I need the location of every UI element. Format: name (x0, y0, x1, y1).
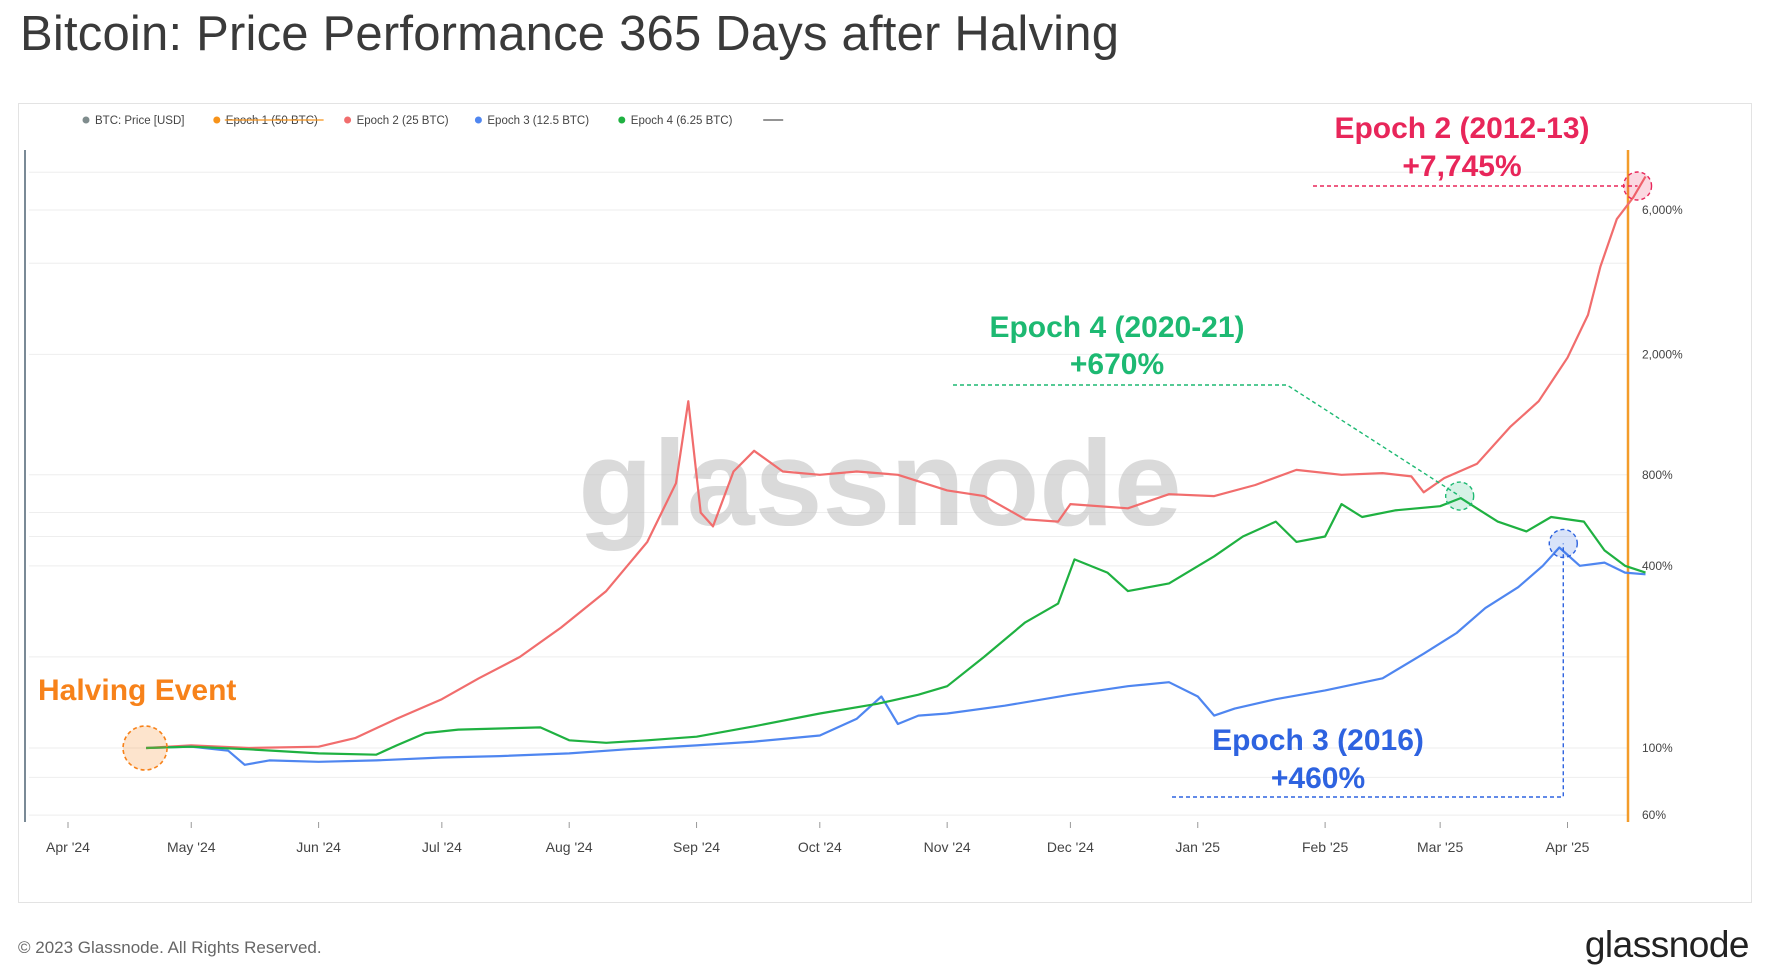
x-tick-label: May '24 (167, 839, 216, 855)
legend-swatch (82, 116, 90, 124)
legend-swatch (474, 116, 482, 124)
annotation-layer: Halving Event Epoch 2 (2012-13) +7,745% Epo… (38, 112, 1653, 798)
legend-label: Epoch 3 (12.5 BTC) (487, 115, 589, 127)
epoch3-leader-line (1172, 543, 1564, 798)
x-tick-label: Nov '24 (924, 839, 971, 855)
y-tick-label: 400% (1642, 559, 1673, 573)
grid-layer (29, 171, 1628, 816)
watermark-glassnode: glassnode (578, 415, 1181, 551)
chart-title: Bitcoin: Price Performance 365 Days afte… (20, 7, 1120, 61)
y-tick-label: 2,000% (1642, 347, 1683, 361)
epoch4-marker (1444, 481, 1475, 511)
y-tick-label: 100% (1642, 741, 1673, 755)
legend-swatch (618, 116, 626, 124)
series-line-epoch-4 (146, 497, 1646, 756)
halving-event-marker (122, 725, 168, 771)
x-tick-label: Feb '25 (1302, 839, 1348, 855)
epoch3-label-title: Epoch 3 (2016) (1212, 724, 1424, 757)
axis-layer: 6,000% 2,000% 800% 400% 100% 60% Apr '24 May '2… (24, 150, 1683, 855)
epoch2-label-title: Epoch 2 (2012-13) (1334, 112, 1589, 145)
series-line-epoch-2 (146, 175, 1647, 750)
legend-item[interactable]: Epoch 4 (6.25 BTC) (618, 115, 733, 127)
x-tick-label: Jul '24 (422, 839, 462, 855)
chart-frame (18, 103, 1752, 903)
legend-swatch (344, 116, 352, 124)
halving-event-label: Halving Event (38, 674, 236, 707)
legend-item[interactable]: Epoch 1 (50 BTC) (213, 115, 324, 127)
legend-label: BTC: Price [USD] (95, 115, 184, 127)
glassnode-logo: glassnode (1584, 924, 1750, 965)
legend-label: Epoch 1 (50 BTC) (226, 115, 318, 127)
epoch3-label-value: +460% (1271, 762, 1365, 795)
series-layer (146, 175, 1647, 766)
legend-item[interactable]: BTC: Price [USD] (82, 115, 185, 127)
x-tick-label: Aug '24 (546, 839, 593, 855)
epoch2-label-value: +7,745% (1402, 150, 1521, 183)
legend-label: Epoch 2 (25 BTC) (357, 115, 449, 127)
x-tick-label: Jan '25 (1175, 839, 1220, 855)
x-tick-label: Sep '24 (673, 839, 720, 855)
x-tick-label: Apr '25 (1546, 839, 1590, 855)
epoch4-leader-line (953, 384, 1461, 497)
epoch3-marker (1548, 528, 1578, 559)
legend-item[interactable]: Epoch 2 (25 BTC) (344, 115, 449, 127)
x-tick-label: Dec '24 (1047, 839, 1094, 855)
x-tick-label: Oct '24 (798, 839, 842, 855)
x-tick-label: Mar '25 (1417, 839, 1463, 855)
x-tick-label: Apr '24 (46, 839, 90, 855)
y-tick-label: 6,000% (1642, 203, 1683, 217)
legend-label: Epoch 4 (6.25 BTC) (631, 115, 733, 127)
epoch4-label-title: Epoch 4 (2020-21) (989, 311, 1244, 344)
legend-swatch (213, 116, 221, 124)
legend-item[interactable]: Epoch 3 (12.5 BTC) (474, 115, 589, 127)
epoch2-marker (1622, 171, 1653, 201)
legend[interactable]: BTC: Price [USD] Epoch 1 (50 BTC) Epoch 2 … (82, 115, 784, 127)
epoch4-label-value: +670% (1070, 348, 1164, 381)
y-tick-label: 60% (1642, 808, 1666, 822)
y-tick-label: 800% (1642, 468, 1673, 482)
copyright-text: © 2023 Glassnode. All Rights Reserved. (18, 938, 322, 957)
series-line-epoch-3 (146, 546, 1646, 766)
x-tick-label: Jun '24 (296, 839, 341, 855)
